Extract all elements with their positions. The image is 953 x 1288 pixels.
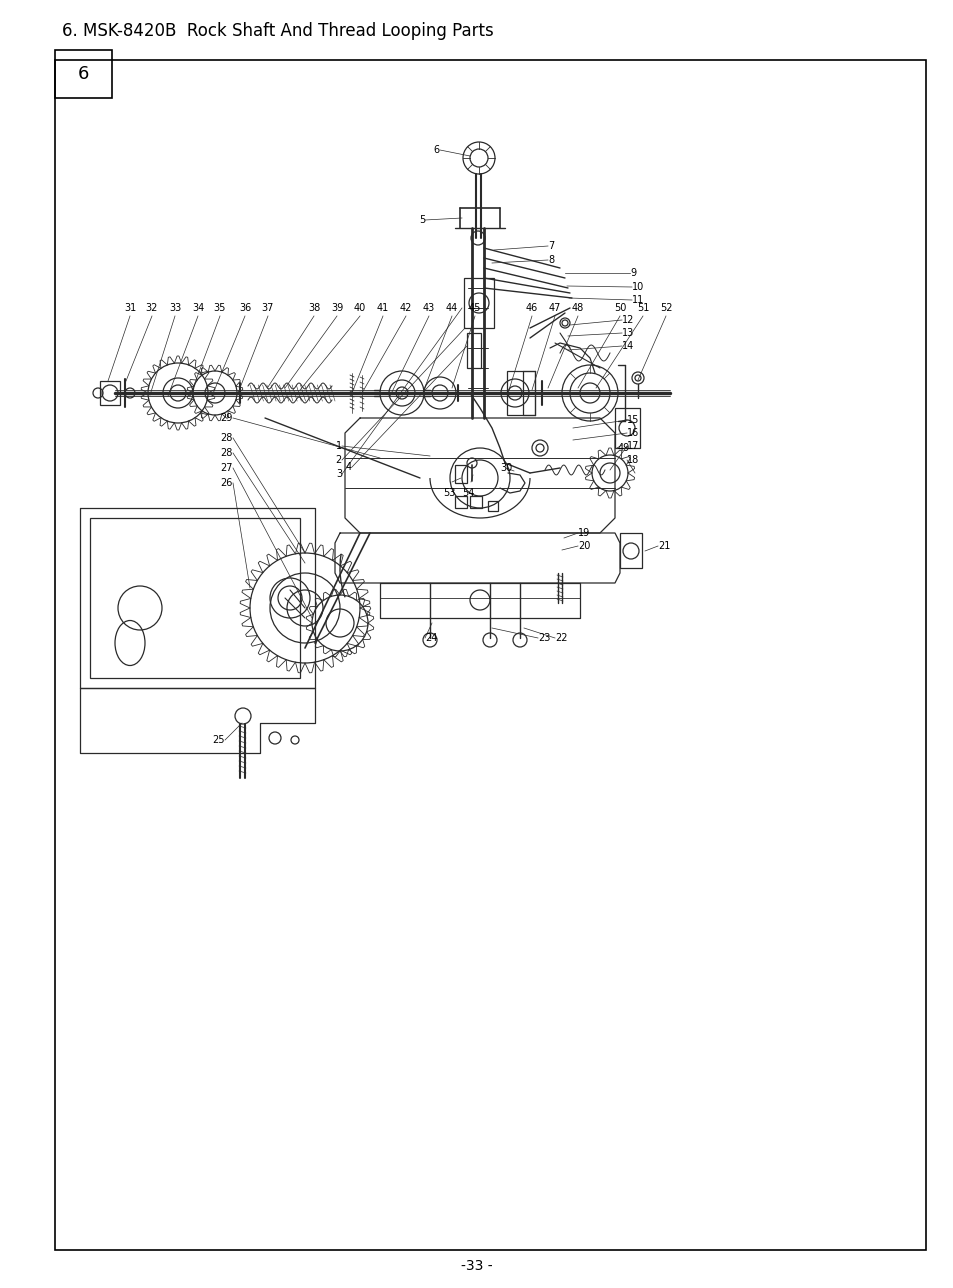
Text: 2: 2 (335, 455, 341, 465)
Text: 28: 28 (220, 448, 233, 459)
Text: 46: 46 (525, 303, 537, 313)
Text: 8: 8 (547, 255, 554, 265)
Text: 38: 38 (308, 303, 320, 313)
Text: 14: 14 (621, 341, 634, 352)
Text: 15: 15 (626, 415, 639, 425)
Text: 30: 30 (499, 462, 512, 473)
Text: 28: 28 (220, 433, 233, 443)
Bar (90, 518, 299, 677)
Text: 52: 52 (659, 303, 672, 313)
Text: 10: 10 (631, 282, 643, 292)
Text: 42: 42 (399, 303, 412, 313)
Text: 17: 17 (626, 440, 639, 451)
Text: 24: 24 (424, 632, 436, 643)
Text: 27: 27 (220, 462, 233, 473)
Bar (100, 381, 120, 404)
Text: 34: 34 (192, 303, 204, 313)
Bar (506, 371, 522, 415)
Text: 35: 35 (213, 303, 226, 313)
Bar (463, 278, 494, 328)
Text: 41: 41 (376, 303, 389, 313)
Text: 1: 1 (335, 440, 341, 451)
Text: 31: 31 (124, 303, 136, 313)
Text: 6. MSK-8420B  Rock Shaft And Thread Looping Parts: 6. MSK-8420B Rock Shaft And Thread Loopi… (62, 22, 494, 40)
Text: 26: 26 (220, 478, 233, 488)
Text: 4: 4 (346, 462, 352, 471)
Text: 3: 3 (335, 469, 341, 479)
Bar (455, 465, 467, 483)
Bar (55, 50, 112, 98)
Text: 23: 23 (537, 632, 550, 643)
Text: -33 -: -33 - (460, 1258, 493, 1273)
Text: 6: 6 (434, 146, 439, 155)
Bar (488, 501, 497, 511)
Text: 13: 13 (621, 328, 634, 337)
Text: 49: 49 (618, 443, 630, 453)
Text: 22: 22 (555, 632, 567, 643)
Text: 25: 25 (213, 735, 225, 744)
Text: 21: 21 (658, 541, 670, 551)
Text: 45: 45 (468, 303, 480, 313)
Text: 33: 33 (169, 303, 181, 313)
Bar (470, 496, 481, 507)
Text: 6: 6 (77, 64, 89, 82)
Bar (467, 334, 480, 368)
Text: 7: 7 (547, 241, 554, 251)
Text: 48: 48 (571, 303, 583, 313)
Text: 51: 51 (637, 303, 648, 313)
Text: 37: 37 (261, 303, 274, 313)
Text: 29: 29 (220, 413, 233, 422)
Bar (615, 408, 639, 448)
Text: 40: 40 (354, 303, 366, 313)
Text: 19: 19 (578, 528, 590, 538)
Text: 54: 54 (461, 488, 474, 498)
Text: 5: 5 (418, 215, 424, 225)
Text: 9: 9 (629, 268, 636, 278)
Bar (455, 496, 467, 507)
Text: 11: 11 (631, 295, 643, 305)
Text: 16: 16 (626, 428, 639, 438)
Text: 32: 32 (146, 303, 158, 313)
Text: 20: 20 (578, 541, 590, 551)
Text: 47: 47 (548, 303, 560, 313)
Bar (619, 533, 641, 568)
Text: 43: 43 (422, 303, 435, 313)
Text: 18: 18 (626, 455, 639, 465)
Text: 36: 36 (238, 303, 251, 313)
Text: 39: 39 (331, 303, 343, 313)
Text: 44: 44 (445, 303, 457, 313)
Text: 50: 50 (613, 303, 625, 313)
Text: 53: 53 (442, 488, 455, 498)
Text: 12: 12 (621, 316, 634, 325)
